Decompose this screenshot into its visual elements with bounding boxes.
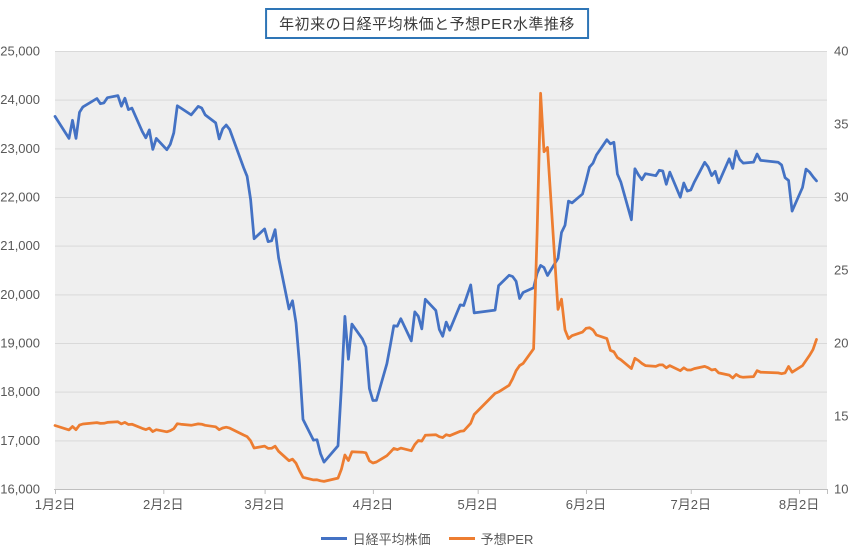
x-axis-label: 6月2日	[566, 497, 606, 512]
legend-item-nikkei: 日経平均株価	[320, 529, 431, 548]
right-axis-label: 20	[834, 336, 848, 351]
chart-title: 年初来の日経平均株価と予想PER水準推移	[279, 16, 575, 33]
x-axis-label: 7月2日	[671, 497, 711, 512]
left-axis-label: 25,000	[0, 44, 40, 59]
left-axis-label: 22,000	[0, 190, 40, 205]
x-axis-label: 2月2日	[143, 497, 183, 512]
x-axis-label: 4月2日	[353, 497, 393, 512]
right-axis-label: 40	[834, 44, 848, 59]
legend-item-per: 予想PER	[448, 529, 534, 548]
legend: 日経平均株価 予想PER	[0, 529, 854, 548]
plot-background	[55, 51, 827, 489]
right-axis-label: 35	[834, 117, 848, 132]
left-axis-label: 23,000	[0, 141, 40, 156]
right-axis-label: 25	[834, 263, 848, 278]
chart-title-box: 年初来の日経平均株価と予想PER水準推移	[265, 8, 589, 39]
left-axis-label: 16,000	[0, 482, 40, 497]
x-axis-label: 1月2日	[35, 497, 75, 512]
left-axis-label: 18,000	[0, 384, 40, 399]
right-axis-label: 30	[834, 190, 848, 205]
legend-label-nikkei: 日経平均株価	[352, 532, 431, 547]
left-axis-label: 21,000	[0, 238, 40, 253]
legend-label-per: 予想PER	[480, 532, 534, 547]
per-line-series	[53, 91, 818, 483]
x-axis-label: 3月2日	[244, 497, 284, 512]
right-axis-label: 10	[834, 482, 848, 497]
legend-line-marker-nikkei	[320, 537, 347, 540]
x-axis-label: 5月2日	[457, 497, 497, 512]
legend-line-marker-per	[448, 537, 475, 540]
nikkei-line-series	[53, 94, 818, 464]
left-axis-label: 24,000	[0, 92, 40, 107]
left-axis-label: 20,000	[0, 287, 40, 302]
left-axis-label: 19,000	[0, 336, 40, 351]
x-axis-label: 8月2日	[779, 497, 819, 512]
right-axis-label: 15	[834, 409, 848, 424]
left-axis-label: 17,000	[0, 433, 40, 448]
